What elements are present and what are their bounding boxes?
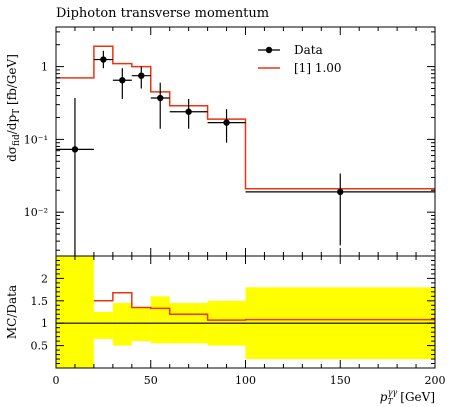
data-marker-5 [185, 108, 192, 115]
x-tick-label: 0 [53, 374, 60, 387]
legend-data-label: Data [294, 43, 323, 57]
legend-mc-label: [1] 1.00 [294, 61, 342, 75]
data-point-2 [112, 68, 132, 99]
data-point-5 [169, 98, 208, 129]
x-tick-label: 150 [330, 374, 351, 387]
data-marker-7 [337, 188, 344, 196]
data-point-7 [245, 173, 435, 246]
ratio-line [93, 291, 435, 321]
data-marker-6 [223, 119, 230, 126]
uncertainty-band-0 [56, 256, 94, 368]
legend: Data [1] 1.00 [258, 43, 342, 75]
uncertainty-band-2 [112, 303, 132, 346]
data-point-1 [93, 50, 113, 69]
ratio-y-tick-label: 1 [41, 317, 48, 330]
mc-histogram-line [56, 45, 435, 190]
data-marker-4 [157, 94, 164, 102]
data-point-6 [207, 109, 246, 143]
main-y-tick-label: 10⁻² [24, 206, 48, 219]
main-panel: 10⁻² 10⁻¹ 1 Data [1] 1.00 [24, 26, 436, 257]
data-marker-0 [71, 146, 79, 153]
chart-title: Diphoton transverse momentum [56, 6, 269, 21]
x-tick-label: 200 [425, 374, 446, 387]
uncertainty-band-4 [150, 296, 170, 344]
y-axis-label: dσfid/dpT [fb/GeV] [5, 54, 22, 162]
legend-data-marker [265, 46, 273, 54]
data-marker-3 [138, 72, 145, 79]
x-tick-label: 50 [144, 374, 158, 387]
data-point-4 [150, 82, 170, 129]
uncertainty-band-1 [93, 312, 113, 339]
data-marker-2 [119, 77, 126, 84]
data-point-3 [131, 66, 151, 89]
main-y-tick-label: 1 [41, 61, 48, 74]
main-y-tick-label: 10⁻¹ [24, 133, 48, 146]
data-marker-1 [100, 56, 107, 63]
ratio-panel: 0.5 1 1.5 2 0 50 100 150 200 [31, 255, 446, 387]
uncertainty-band-3 [131, 307, 151, 342]
x-tick-label: 100 [235, 374, 256, 387]
x-axis-label: pTγγ [GeV] [380, 388, 435, 406]
ratio-y-tick-label: 0.5 [31, 340, 49, 353]
ratio-y-tick-label: 1.5 [31, 295, 49, 308]
ratio-y-axis-label: MC/Data [5, 285, 19, 339]
ratio-y-tick-label: 2 [41, 272, 48, 285]
main-plot-area [56, 45, 435, 256]
